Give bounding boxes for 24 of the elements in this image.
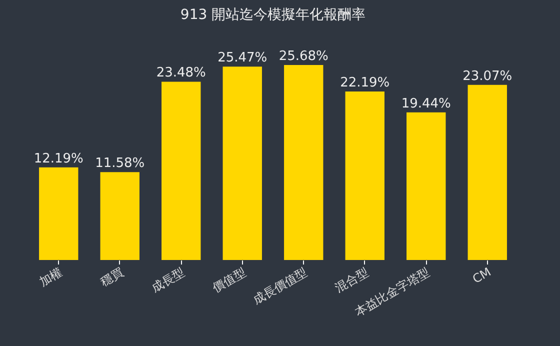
data-label: 23.07%: [462, 68, 512, 84]
x-tick-label: 價值型: [210, 264, 248, 295]
data-label: 25.47%: [218, 50, 268, 66]
data-label: 12.19%: [34, 151, 84, 166]
bar: [222, 66, 262, 260]
bar: [468, 84, 507, 260]
chart-title: 913 開站迄今模擬年化報酬率: [180, 7, 366, 23]
data-label: 23.48%: [156, 66, 206, 81]
x-tick-label: 加權: [36, 264, 65, 289]
bar: [345, 92, 384, 260]
data-label: 22.19%: [340, 76, 390, 90]
x-tick-label: 混合型: [332, 264, 371, 295]
bar: [162, 82, 201, 260]
x-tick-label: CM: [470, 264, 494, 286]
data-label: 19.44%: [401, 96, 451, 112]
data-label: 11.58%: [95, 156, 145, 172]
x-tick-label: 成長價值型: [250, 264, 310, 307]
x-tick-label: 成長型: [148, 264, 188, 295]
bar: [406, 112, 446, 260]
x-tick-label: 穩買: [98, 264, 126, 289]
bar: [39, 167, 78, 260]
bar: [284, 65, 324, 260]
bar: [100, 172, 140, 260]
data-label: 25.68%: [278, 49, 328, 64]
